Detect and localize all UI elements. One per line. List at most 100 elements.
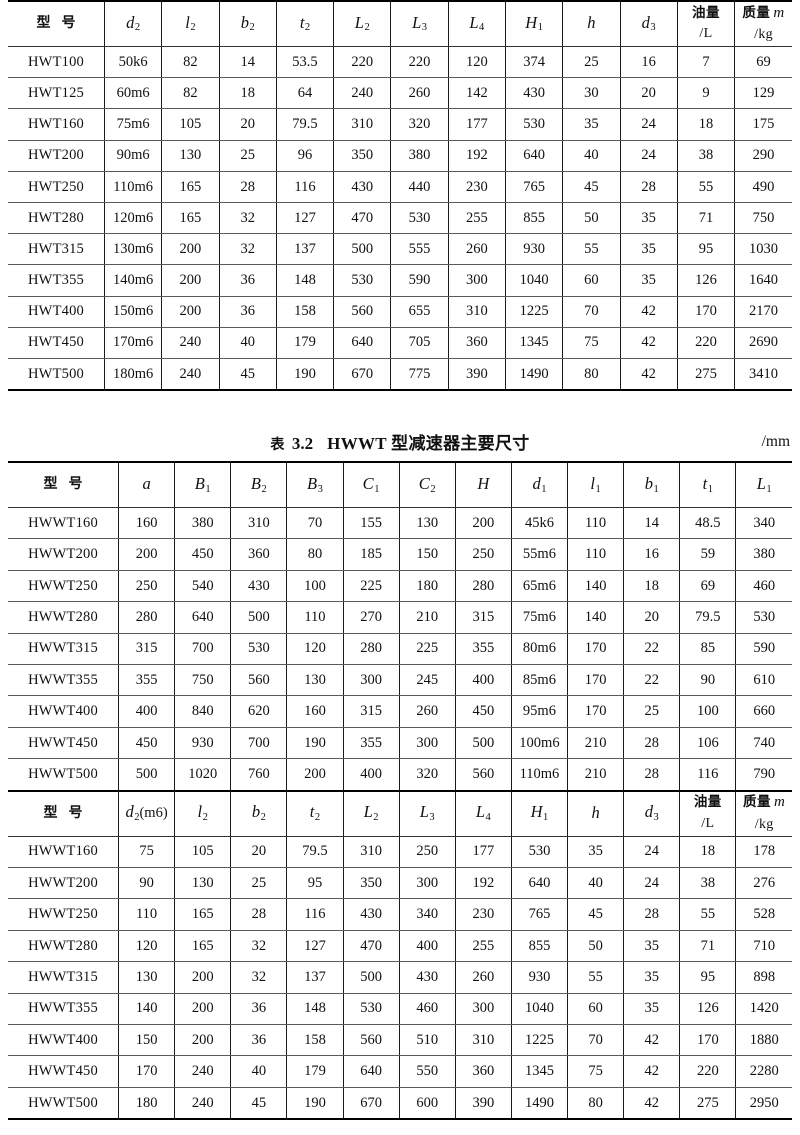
data-cell: 36 bbox=[230, 1023, 288, 1057]
data-cell: 275 bbox=[676, 357, 736, 392]
model-cell: HWT125 bbox=[8, 77, 105, 110]
data-cell: 53.5 bbox=[275, 45, 335, 79]
data-cell: 95 bbox=[676, 233, 736, 266]
data-cell: 640 bbox=[504, 139, 564, 172]
data-cell: 90 bbox=[679, 664, 737, 697]
data-cell: 530 bbox=[390, 201, 449, 235]
caption-unit: /mm bbox=[761, 433, 790, 451]
table-row: HWWT400 150 200 36 158 560 510 310 1225 70 42 170 18… bbox=[8, 1023, 792, 1057]
data-cell: 150 bbox=[398, 538, 456, 571]
column-header-label: h bbox=[587, 13, 596, 33]
data-cell: 170 bbox=[566, 695, 625, 728]
column-header-unit: /L bbox=[701, 815, 715, 831]
column-header-label: 型号 bbox=[36, 15, 87, 32]
data-cell: 310 bbox=[333, 108, 392, 141]
model-cell: HWT100 bbox=[8, 45, 105, 79]
data-cell: 930 bbox=[504, 233, 564, 266]
data-cell: 105 bbox=[174, 835, 232, 868]
data-cell: 180 bbox=[117, 1086, 176, 1121]
data-cell: 255 bbox=[447, 201, 506, 235]
data-cell: 28 bbox=[230, 898, 288, 931]
data-cell: 110 bbox=[286, 601, 344, 634]
data-cell: 120m6 bbox=[103, 201, 163, 235]
column-header-label: h bbox=[591, 802, 600, 822]
table-row: HWWT160 75 105 20 79.5 310 250 177 530 35 24 18 178 bbox=[8, 835, 792, 868]
column-header-cell: d2(m6) bbox=[117, 789, 176, 837]
data-cell: 190 bbox=[286, 726, 344, 760]
data-cell: 45 bbox=[562, 170, 621, 203]
data-cell: 127 bbox=[286, 929, 344, 963]
data-cell: 95 bbox=[286, 866, 344, 900]
data-cell: 137 bbox=[275, 233, 335, 266]
data-cell: 230 bbox=[454, 898, 512, 931]
data-cell: 440 bbox=[390, 170, 449, 203]
data-cell: 140 bbox=[566, 601, 625, 634]
data-cell: 1345 bbox=[504, 326, 564, 359]
data-cell: 160 bbox=[117, 507, 176, 540]
data-cell: 560 bbox=[230, 664, 288, 697]
data-cell: 42 bbox=[623, 1086, 681, 1121]
table-header-row: 型号 d2(m6) l2 b2 t2 L2 L3 L4 H1 h d3 油量/L 质量 m/kg bbox=[8, 789, 792, 837]
data-cell: 1030 bbox=[734, 233, 792, 266]
data-cell: 158 bbox=[275, 295, 335, 328]
data-cell: 155 bbox=[342, 507, 400, 540]
column-header-label: H1 bbox=[530, 802, 549, 824]
data-cell: 1490 bbox=[510, 1086, 569, 1121]
data-cell: 25 bbox=[230, 866, 288, 900]
column-header-cell: l2 bbox=[161, 0, 220, 47]
caption-title: HWWT 型减速器主要尺寸 bbox=[327, 434, 530, 454]
data-cell: 90 bbox=[117, 866, 176, 900]
data-cell: 450 bbox=[454, 695, 512, 728]
column-header-label: t1 bbox=[702, 473, 713, 495]
column-header-cell: t2 bbox=[286, 789, 344, 837]
data-cell: 170m6 bbox=[103, 326, 163, 359]
data-cell: 765 bbox=[504, 170, 564, 203]
data-cell: 140 bbox=[117, 992, 176, 1025]
data-cell: 110m6 bbox=[103, 170, 163, 203]
column-header-cell: d1 bbox=[510, 461, 569, 509]
column-header-label: l2 bbox=[185, 12, 196, 34]
data-cell: 840 bbox=[174, 695, 232, 728]
caption-label: 表 bbox=[270, 437, 285, 454]
data-cell: 710 bbox=[735, 929, 792, 963]
data-cell: 300 bbox=[398, 726, 456, 760]
column-header-cell: a bbox=[117, 461, 176, 509]
data-cell: 50k6 bbox=[103, 45, 163, 79]
data-cell: 355 bbox=[117, 664, 176, 697]
column-header-cell: H1 bbox=[510, 789, 569, 837]
data-cell: 16 bbox=[619, 45, 678, 79]
data-cell: 100m6 bbox=[510, 726, 569, 760]
data-cell: 165 bbox=[174, 898, 232, 931]
data-cell: 90m6 bbox=[103, 139, 163, 172]
data-cell: 760 bbox=[230, 758, 288, 791]
data-cell: 75 bbox=[117, 835, 176, 868]
data-cell: 28 bbox=[623, 898, 681, 931]
model-cell: HWT355 bbox=[8, 264, 105, 297]
data-cell: 55 bbox=[676, 170, 736, 203]
data-cell: 510 bbox=[398, 1023, 456, 1057]
data-cell: 65m6 bbox=[510, 569, 569, 603]
data-cell: 260 bbox=[447, 233, 506, 266]
data-cell: 3410 bbox=[734, 357, 792, 392]
data-cell: 20 bbox=[619, 77, 678, 110]
data-cell: 340 bbox=[735, 507, 792, 540]
table-row: HWT200 90m6 130 25 96 350 380 192 640 40 24 38 290 bbox=[8, 139, 792, 172]
data-cell: 260 bbox=[390, 77, 449, 110]
data-cell: 1040 bbox=[510, 992, 569, 1025]
data-cell: 70 bbox=[286, 507, 344, 540]
data-cell: 315 bbox=[117, 632, 176, 666]
data-cell: 80 bbox=[286, 538, 344, 571]
column-header-label: d1 bbox=[532, 473, 547, 495]
column-header-label: 油量 bbox=[693, 794, 722, 811]
data-cell: 36 bbox=[218, 264, 277, 297]
data-cell: 110 bbox=[566, 538, 625, 571]
column-header-cell: B1 bbox=[174, 461, 232, 509]
data-cell: 276 bbox=[735, 866, 792, 900]
data-cell: 192 bbox=[447, 139, 506, 172]
data-cell: 350 bbox=[342, 866, 400, 900]
data-cell: 560 bbox=[454, 758, 512, 791]
data-cell: 1225 bbox=[504, 295, 564, 328]
data-cell: 140m6 bbox=[103, 264, 163, 297]
data-cell: 640 bbox=[174, 601, 232, 634]
data-cell: 28 bbox=[623, 726, 681, 760]
